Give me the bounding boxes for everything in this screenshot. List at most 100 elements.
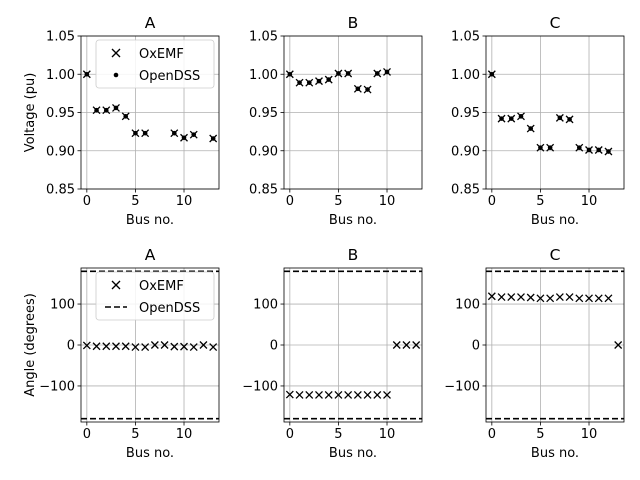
data-point-dot <box>596 147 602 153</box>
y-tick-label: −100 <box>444 379 480 394</box>
data-point-x <box>546 294 555 303</box>
y-tick-label: 1.00 <box>46 68 75 83</box>
legend-marker-dot <box>113 72 119 78</box>
x-axis-label: Bus no. <box>329 213 377 228</box>
data-marks <box>285 67 391 94</box>
data-marks <box>284 270 422 420</box>
data-point-x <box>585 294 593 303</box>
data-point-x <box>82 341 91 350</box>
x-axis-label: Bus no. <box>126 446 174 461</box>
data-point-dot <box>374 71 380 76</box>
data-point-x <box>536 294 545 303</box>
data-point-dot <box>297 80 302 85</box>
y-tick-label: 0.85 <box>451 183 480 198</box>
data-point-x <box>131 343 140 352</box>
data-point-x <box>305 391 314 399</box>
y-axis-label: Angle (degrees) <box>23 293 38 397</box>
y-tick-label: 0.85 <box>46 183 75 198</box>
y-tick-label: 0 <box>67 339 75 354</box>
x-tick-label: 0 <box>286 427 294 442</box>
data-point-dot <box>489 71 495 77</box>
legend: OxEMF OpenDSS <box>95 39 215 89</box>
y-tick-label: −100 <box>242 379 278 394</box>
y-tick-label: 0.95 <box>451 106 480 121</box>
data-point-dot <box>191 132 197 137</box>
panel-title: B <box>348 246 359 264</box>
data-point-dot <box>528 126 534 131</box>
data-point-dot <box>355 86 361 92</box>
x-axis-label: Bus no. <box>531 446 579 461</box>
x-tick-label: 0 <box>488 194 496 209</box>
axes-frame <box>485 267 625 423</box>
x-tick-label: 10 <box>581 194 598 209</box>
data-point-dot <box>365 87 370 92</box>
data-point-dot <box>181 135 187 141</box>
data-point-x <box>614 341 623 349</box>
legend-label: OxEMF <box>139 47 184 62</box>
data-point-x <box>315 391 323 399</box>
y-tick-label: 100 <box>455 298 480 313</box>
chart-panel-2: 0 5 10 0.85 0.90 0.95 1.00 1.05 B Bus no. <box>249 14 423 228</box>
y-tick-label: 0.90 <box>46 144 75 159</box>
data-point-x <box>353 391 362 399</box>
y-tick-label: 0.85 <box>249 183 278 198</box>
data-point-dot <box>287 71 293 77</box>
data-point-x <box>555 293 564 302</box>
data-point-x <box>507 293 516 302</box>
legend-label: OpenDSS <box>139 69 200 84</box>
legend-marker-x <box>111 280 121 290</box>
data-point-dot <box>103 107 109 113</box>
data-point-dot <box>171 130 177 136</box>
data-point-x <box>344 391 353 399</box>
data-point-x <box>517 293 525 302</box>
y-tick-label: 1.05 <box>451 30 480 45</box>
data-point-x <box>594 294 603 303</box>
data-point-dot <box>306 80 312 85</box>
data-point-x <box>199 341 208 349</box>
legend-item: OxEMF <box>111 47 184 62</box>
data-point-x <box>285 390 294 399</box>
y-tick-label: −100 <box>39 379 75 394</box>
legend-box <box>95 271 215 321</box>
y-tick-label: 0.95 <box>249 106 278 121</box>
data-point-x <box>150 341 159 349</box>
data-point-dot <box>210 136 216 141</box>
data-point-x <box>160 341 169 349</box>
data-point-dot <box>142 130 148 136</box>
axes-frame <box>283 35 423 190</box>
x-tick-label: 10 <box>581 427 598 442</box>
data-point-x <box>102 342 111 351</box>
data-point-x <box>487 292 496 301</box>
data-point-dot <box>133 130 138 136</box>
y-tick-label: 0 <box>472 339 480 354</box>
legend-item: OpenDSS <box>105 301 200 316</box>
y-tick-label: 1.05 <box>46 30 75 45</box>
data-point-dot <box>576 145 582 150</box>
chart-panel-4: 0 5 10 −100 0 100 A Bus no. Angle (degrees) OxEMF… <box>23 246 220 461</box>
data-point-x <box>575 294 584 303</box>
y-axis-label: Voltage (pu) <box>23 73 38 153</box>
legend-item: OpenDSS <box>113 69 200 84</box>
panel-title: B <box>348 14 359 32</box>
data-point-dot <box>384 69 390 75</box>
data-point-dot <box>508 116 514 121</box>
panel-title: A <box>145 14 156 32</box>
data-point-x <box>604 294 613 303</box>
x-tick-label: 5 <box>334 427 342 442</box>
data-point-dot <box>606 149 611 154</box>
x-axis-label: Bus no. <box>126 213 174 228</box>
data-point-x <box>392 341 401 349</box>
data-point-x <box>295 391 304 399</box>
y-tick-label: 1.00 <box>451 68 480 83</box>
y-tick-label: 100 <box>50 298 75 313</box>
data-point-x <box>334 391 343 399</box>
data-marks <box>82 70 218 143</box>
y-tick-label: 1.00 <box>249 68 278 83</box>
y-tick-label: 100 <box>253 298 278 313</box>
axes-frame <box>485 35 625 190</box>
x-tick-label: 5 <box>131 194 139 209</box>
data-point-x <box>402 341 411 349</box>
y-tick-label: 0.95 <box>46 106 75 121</box>
data-point-x <box>92 342 101 351</box>
